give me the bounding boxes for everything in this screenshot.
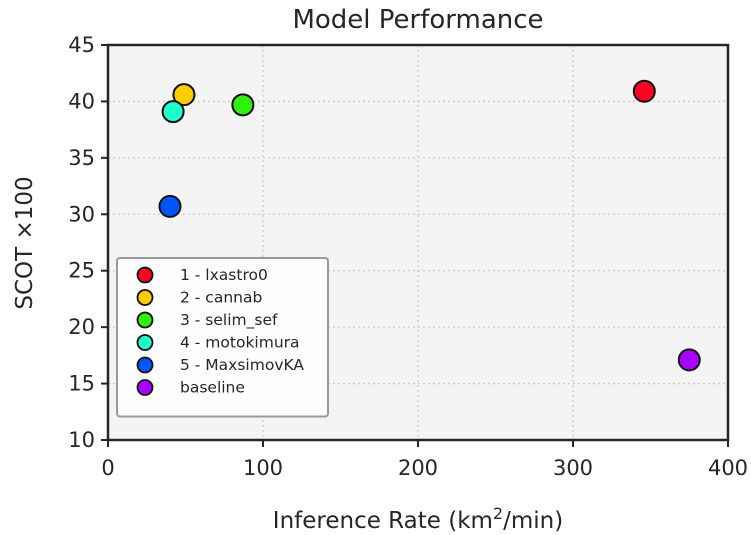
y-tick-label: 45 [68, 33, 95, 57]
y-tick-label: 20 [68, 315, 95, 339]
data-point [161, 100, 185, 124]
data-point [231, 93, 255, 117]
legend-label: 2 - cannab [180, 289, 262, 307]
legend: 1 - lxastro0 2 - cannab 3 - selim_sef 4 - m… [116, 257, 329, 418]
data-points [158, 79, 701, 372]
legend-label: 1 - lxastro0 [180, 266, 268, 284]
data-point [172, 83, 196, 107]
y-axis-label: SCOT ×100 [12, 176, 38, 309]
chart-title: Model Performance [292, 5, 543, 35]
y-tick-label: 30 [68, 202, 95, 226]
x-axis-label-end: /min) [503, 508, 563, 534]
legend-box [116, 257, 329, 418]
x-axis-label: Inference Rate (km2/min) [273, 504, 563, 534]
legend-label: 4 - motokimura [180, 334, 300, 352]
x-tick-label: 200 [398, 456, 438, 480]
data-point [677, 348, 701, 372]
y-tick-label: 15 [68, 372, 95, 396]
x-tick-label: 400 [708, 456, 748, 480]
x-tick-label: 300 [553, 456, 593, 480]
y-tick-label: 35 [68, 146, 95, 170]
legend-marker [136, 356, 154, 374]
data-point [158, 194, 182, 218]
y-tick-label: 25 [68, 259, 95, 283]
legend-marker [136, 334, 154, 351]
legend-marker [136, 266, 154, 284]
legend-marker [136, 379, 154, 396]
legend-marker [136, 311, 154, 329]
x-tick-label: 0 [101, 456, 114, 480]
legend-label: baseline [180, 379, 245, 397]
x-axis-label-superscript: 2 [493, 504, 503, 523]
legend-label: 3 - selim_sef [180, 311, 278, 330]
x-axis-label-main: Inference Rate (km [273, 508, 493, 534]
x-tick-label: 100 [243, 456, 283, 480]
legend-marker [136, 289, 154, 306]
legend-label: 5 - MaxsimovKA [180, 356, 304, 374]
y-tick-label: 40 [68, 89, 95, 113]
data-point [632, 79, 656, 103]
y-tick-label: 10 [68, 428, 95, 452]
axis-ticks: 0 100 200 300 400 10 15 20 25 30 35 40 45 [68, 33, 748, 480]
